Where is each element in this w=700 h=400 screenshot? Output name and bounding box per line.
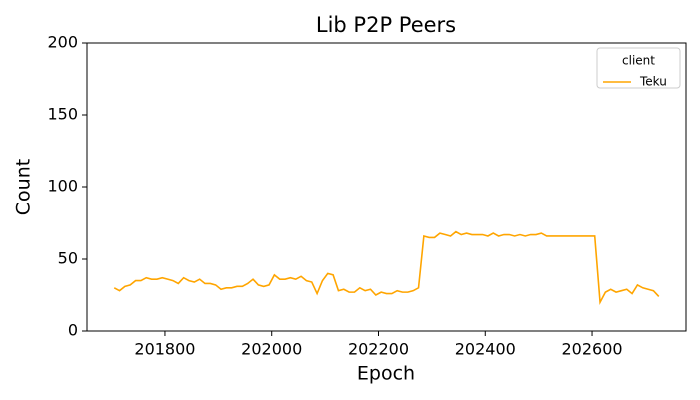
y-axis-label: Count — [13, 159, 35, 215]
x-tick-label: 202400 — [455, 340, 516, 359]
x-tick-label: 202200 — [348, 340, 409, 359]
x-tick-label: 202600 — [562, 340, 623, 359]
y-tick-label: 100 — [47, 177, 78, 196]
x-tick-label: 201800 — [134, 340, 195, 359]
y-tick-label: 200 — [47, 33, 78, 52]
data-line — [113, 230, 660, 305]
legend-label: Teku — [639, 75, 667, 89]
y-tick-label: 0 — [68, 321, 78, 340]
chart-title: Lib P2P Peers — [316, 13, 456, 37]
y-tick-label: 150 — [47, 105, 78, 124]
y-tick-label: 50 — [58, 249, 78, 268]
legend-title: client — [622, 54, 655, 68]
legend-box — [596, 47, 681, 89]
plot-frame — [86, 42, 687, 332]
x-tick-label: 202000 — [241, 340, 302, 359]
x-axis-label: Epoch — [357, 363, 415, 385]
